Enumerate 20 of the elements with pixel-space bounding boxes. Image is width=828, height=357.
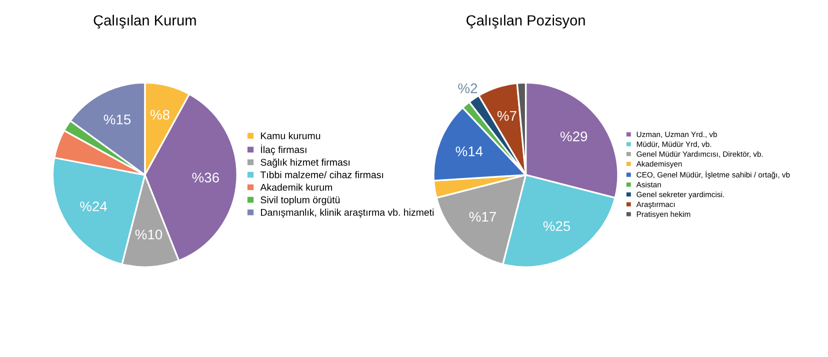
data-label: %29 [560,132,588,142]
legend-label: Akademik kurum [260,184,332,191]
data-label: %14 [456,146,483,156]
data-label: %10 [135,230,162,240]
data-label: %8 [150,110,170,120]
legend-label: İlaç firması [261,144,306,156]
legend-label: Danışmanlık, klinik araştırma vb. hizmeti [261,208,434,218]
data-label: %2 [458,83,478,94]
data-label: %24 [80,201,107,212]
chart-title: Çalışılan Pozisyon [466,14,585,28]
chart-title: Çalışılan Kurum [94,14,196,28]
data-label: %17 [469,212,496,222]
legend-label: Sağlık hizmet firması [260,158,350,168]
legend-label: Tıbbi malzeme/ cihaz firması [260,171,384,178]
legend-label: Sivil toplum örgütü [260,196,340,206]
data-label: %25 [543,221,570,232]
data-label: %7 [497,110,516,121]
data-label: %36 [192,172,219,182]
legend-label: Kamu kurumu [261,132,320,140]
data-label: %15 [104,114,131,124]
